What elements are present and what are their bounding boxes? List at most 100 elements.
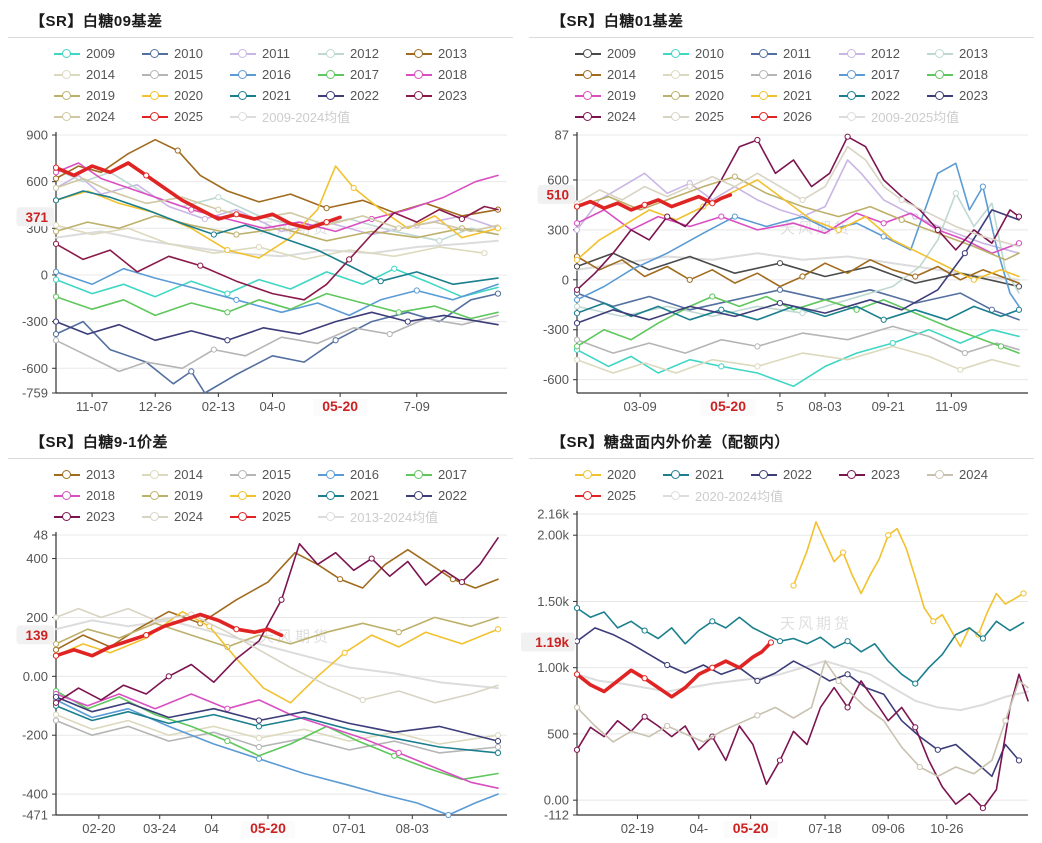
series-line-2019[interactable]	[55, 215, 499, 242]
legend-item-2024[interactable]: 2024	[54, 106, 142, 127]
series-line-2023[interactable]	[576, 673, 1029, 809]
legend-item-2015[interactable]: 2015	[142, 64, 230, 85]
series-line-2024[interactable]	[576, 660, 1029, 778]
legend-item-2009-2025均值[interactable]: 2009-2025均值	[839, 106, 959, 127]
legend-item-2018[interactable]: 2018	[54, 485, 142, 506]
legend-item-2015[interactable]: 2015	[230, 464, 318, 485]
legend-item-2016[interactable]: 2016	[318, 464, 406, 485]
legend-item-2014[interactable]: 2014	[54, 64, 142, 85]
legend-item-2018[interactable]: 2018	[927, 64, 1015, 85]
series-line-2018[interactable]	[576, 295, 1020, 354]
legend-item-2010[interactable]: 2010	[142, 43, 230, 64]
legend-item-2024[interactable]: 2024	[927, 464, 1015, 485]
series-line-2016[interactable]	[55, 267, 499, 317]
series-line-2023[interactable]	[55, 537, 499, 704]
series-line-2022[interactable]	[576, 627, 1020, 778]
legend-item-2025[interactable]: 2025	[142, 106, 230, 127]
series-line-2020-2024均值[interactable]	[576, 660, 1029, 712]
legend-item-2017[interactable]: 2017	[406, 464, 494, 485]
series-line-2014[interactable]	[576, 255, 1020, 288]
legend-item-2011[interactable]: 2011	[751, 43, 839, 64]
series-line-2013-2024均值[interactable]	[55, 619, 499, 690]
legend-item-2025[interactable]: 2025	[663, 106, 751, 127]
legend-item-2012[interactable]: 2012	[318, 43, 406, 64]
series-line-2017[interactable]	[55, 292, 499, 320]
legend-item-2015[interactable]: 2015	[663, 64, 751, 85]
legend-item-2012[interactable]: 2012	[839, 43, 927, 64]
legend-item-2021[interactable]: 2021	[230, 85, 318, 106]
series-line-2010[interactable]	[576, 328, 1020, 388]
legend-item-2025[interactable]: 2025	[575, 485, 663, 506]
legend-item-2022[interactable]: 2022	[839, 85, 927, 106]
series-line-2024[interactable]	[576, 135, 1020, 291]
series-line-2024[interactable]	[55, 607, 499, 704]
series-line-2021[interactable]	[576, 607, 1025, 685]
series-line-2015[interactable]	[55, 719, 499, 754]
series-line-2025[interactable]	[575, 640, 773, 699]
legend-item-2021[interactable]: 2021	[751, 85, 839, 106]
series-line-2021[interactable]	[55, 190, 499, 286]
legend-item-2018[interactable]: 2018	[406, 64, 494, 85]
series-line-2020[interactable]	[55, 165, 499, 259]
series-line-2019[interactable]	[55, 616, 499, 648]
legend-item-2014[interactable]: 2014	[575, 64, 663, 85]
series-line-2025[interactable]	[54, 612, 284, 658]
legend-item-2013[interactable]: 2013	[406, 43, 494, 64]
legend-item-2020[interactable]: 2020	[142, 85, 230, 106]
legend-item-2021[interactable]: 2021	[318, 485, 406, 506]
series-line-2014[interactable]	[55, 713, 499, 745]
legend-item-2019[interactable]: 2019	[575, 85, 663, 106]
legend-item-2020[interactable]: 2020	[575, 464, 663, 485]
legend-item-2024[interactable]: 2024	[142, 506, 230, 527]
legend-item-2013-2024均值[interactable]: 2013-2024均值	[318, 506, 438, 527]
legend-item-2023[interactable]: 2023	[54, 506, 142, 527]
legend-item-2019[interactable]: 2019	[54, 85, 142, 106]
legend-item-2013[interactable]: 2013	[54, 464, 142, 485]
legend-item-2016[interactable]: 2016	[230, 64, 318, 85]
legend-item-2020[interactable]: 2020	[663, 85, 751, 106]
legend-item-2009-2024均值[interactable]: 2009-2024均值	[230, 106, 350, 127]
legend-item-2009[interactable]: 2009	[54, 43, 142, 64]
legend-item-2024[interactable]: 2024	[575, 106, 663, 127]
legend-item-2019[interactable]: 2019	[142, 485, 230, 506]
legend-item-2013[interactable]: 2013	[927, 43, 1015, 64]
series-line-2018[interactable]	[55, 693, 499, 790]
legend-item-2017[interactable]: 2017	[839, 64, 927, 85]
legend-item-2017[interactable]: 2017	[318, 64, 406, 85]
series-line-2022[interactable]	[55, 311, 499, 342]
series-line-2021[interactable]	[576, 179, 1020, 281]
legend-item-2021[interactable]: 2021	[663, 464, 751, 485]
series-line-2015[interactable]	[55, 314, 499, 373]
series-line-2009[interactable]	[55, 267, 499, 298]
legend-item-2014[interactable]: 2014	[142, 464, 230, 485]
series-line-2020[interactable]	[55, 610, 499, 704]
legend-item-2022[interactable]: 2022	[406, 485, 494, 506]
series-line-2021[interactable]	[55, 705, 499, 754]
legend-item-2023[interactable]: 2023	[839, 464, 927, 485]
series-line-2010[interactable]	[55, 292, 499, 394]
series-line-2018[interactable]	[55, 162, 499, 233]
legend-item-2020[interactable]: 2020	[230, 485, 318, 506]
legend-item-2022[interactable]: 2022	[318, 85, 406, 106]
legend-item-2023[interactable]: 2023	[927, 85, 1015, 106]
legend-item-2025[interactable]: 2025	[230, 506, 318, 527]
series-line-2022[interactable]	[576, 302, 1020, 321]
series-line-2011[interactable]	[576, 289, 1020, 321]
series-line-2015[interactable]	[576, 345, 1020, 374]
legend-item-2011[interactable]: 2011	[230, 43, 318, 64]
legend-item-2023[interactable]: 2023	[406, 85, 494, 106]
legend-item-2009[interactable]: 2009	[575, 43, 663, 64]
legend-item-2016[interactable]: 2016	[751, 64, 839, 85]
series-line-2017[interactable]	[55, 690, 499, 781]
series-line-2025[interactable]	[54, 161, 342, 231]
series-line-2019[interactable]	[576, 209, 1020, 254]
legend-item-2022[interactable]: 2022	[751, 464, 839, 485]
series-line-2009-2025均值[interactable]	[576, 252, 1020, 281]
series-line-2023[interactable]	[55, 205, 499, 301]
legend-item-2020-2024均值[interactable]: 2020-2024均值	[663, 485, 783, 506]
series-line-2025[interactable]	[576, 145, 1020, 248]
series-line-2020[interactable]	[792, 521, 1025, 648]
legend-item-2010[interactable]: 2010	[663, 43, 751, 64]
legend-item-2026[interactable]: 2026	[751, 106, 839, 127]
series-line-2009-2024均值[interactable]	[55, 230, 499, 258]
